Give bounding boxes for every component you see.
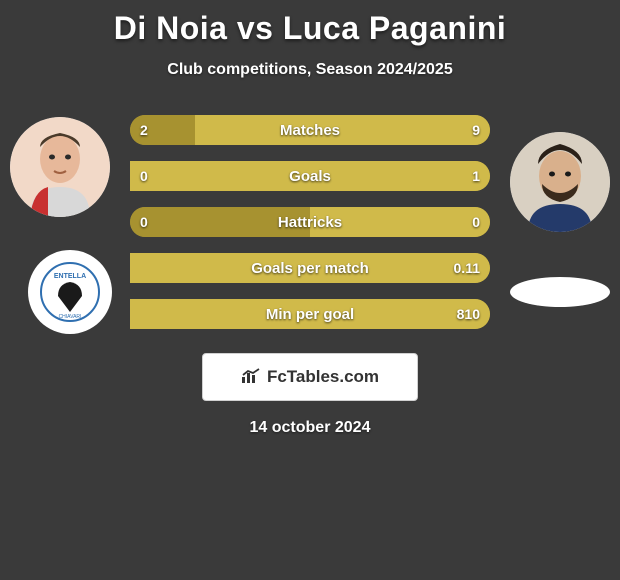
- stat-bar-right-value: 0.11: [454, 260, 480, 276]
- svg-text:ENTELLA: ENTELLA: [54, 273, 86, 280]
- comparison-bars: Matches29Goals01Hattricks00Goals per mat…: [130, 115, 490, 329]
- stat-bar-right-value: 810: [457, 306, 480, 322]
- stat-bar-label: Min per goal: [130, 306, 490, 323]
- stat-bar: Goals per match0.11: [130, 253, 490, 283]
- player-left-avatar: [10, 117, 110, 217]
- stat-bar: Hattricks0 0: [130, 207, 490, 237]
- subtitle: Club competitions, Season 2024/2025: [0, 61, 620, 79]
- club-right-badge: [510, 277, 610, 307]
- player-right-avatar: [510, 132, 610, 232]
- stat-bar: Min per goal810: [130, 299, 490, 329]
- stats-area: ENTELLA CHIAVARI Matches29Goals01Hattric…: [0, 107, 620, 347]
- stat-bar-right-value: 9: [472, 122, 480, 138]
- stat-bar-left-value: 0: [140, 214, 148, 230]
- svg-text:CHIAVARI: CHIAVARI: [59, 314, 82, 320]
- stat-bar-right-value: 0: [472, 214, 480, 230]
- comparison-card: Di Noia vs Luca Paganini Club competitio…: [0, 0, 620, 580]
- stat-bar-label: Matches: [130, 122, 490, 139]
- page-title: Di Noia vs Luca Paganini: [0, 0, 620, 47]
- stat-bar-label: Goals per match: [130, 260, 490, 277]
- stat-bar: Goals0 1: [130, 161, 490, 191]
- source-badge-text: FcTables.com: [267, 367, 379, 387]
- stat-bar-right-value: 1: [472, 168, 480, 184]
- stat-bar-label: Goals: [130, 168, 490, 185]
- stat-bar: Matches2 9: [130, 115, 490, 145]
- stat-bar-left-value: 2: [140, 122, 148, 138]
- club-left-badge: ENTELLA CHIAVARI: [28, 250, 112, 334]
- stat-bar-left-value: 0: [140, 168, 148, 184]
- source-badge: FcTables.com: [202, 353, 418, 401]
- stat-bar-label: Hattricks: [130, 214, 490, 231]
- date-label: 14 october 2024: [0, 419, 620, 437]
- chart-icon: [241, 368, 261, 387]
